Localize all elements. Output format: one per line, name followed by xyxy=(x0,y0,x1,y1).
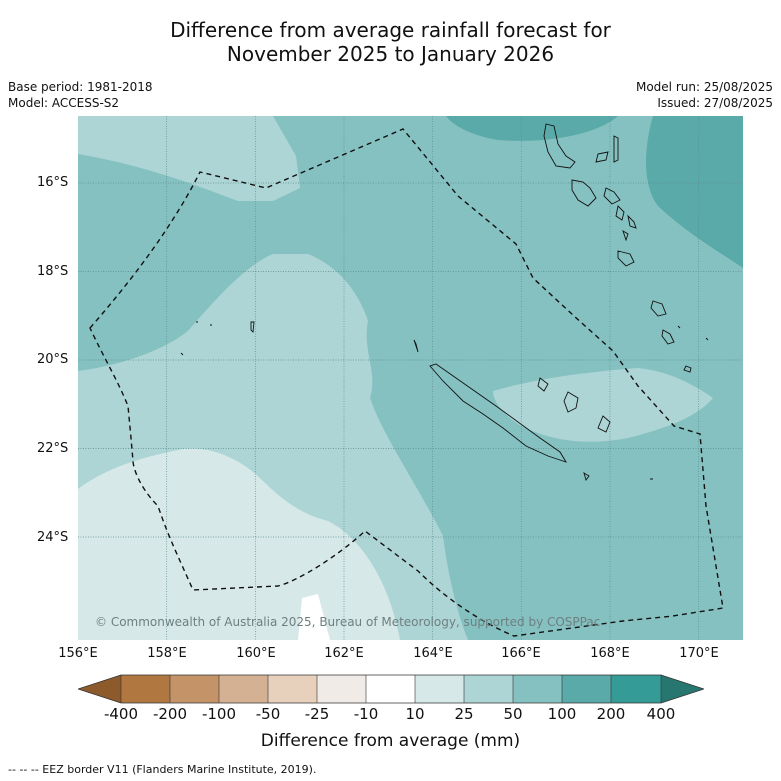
title-line-2: November 2025 to January 2026 xyxy=(226,42,555,66)
zone-10-25 xyxy=(78,448,400,640)
legend-tick-100: 100 xyxy=(547,705,577,723)
legend-tick-50: 50 xyxy=(503,705,523,723)
meta-left: Base period: 1981-2018 Model: ACCESS-S2 xyxy=(8,79,153,111)
lat-label-22s: 22°S xyxy=(37,441,69,456)
lon-label-160e: 160°E xyxy=(236,646,276,661)
legend-swatch-1 xyxy=(121,675,170,703)
zone-25-50-northwest xyxy=(78,116,300,201)
model-run: Model run: 25/08/2025 xyxy=(635,80,773,94)
legend-title: Difference from average (mm) xyxy=(260,731,521,751)
vanuatu-islands xyxy=(543,123,709,373)
issued-date: Issued: 27/08/2025 xyxy=(657,96,773,110)
legend-tick-minus-200: -200 xyxy=(152,705,188,723)
meta-right: Model run: 25/08/2025 Issued: 27/08/2025 xyxy=(636,79,773,111)
legend-swatch-7 xyxy=(415,675,464,703)
lon-label-158e: 158°E xyxy=(147,646,187,661)
copyright-notice: © Commonwealth of Australia 2025, Bureau… xyxy=(95,615,601,629)
legend-tick-25: 25 xyxy=(454,705,474,723)
legend-swatch-2 xyxy=(170,675,219,703)
graticule xyxy=(78,116,743,640)
eez-border xyxy=(89,128,724,637)
legend-swatch-3 xyxy=(219,675,268,703)
title-line-1: Difference from average rainfall forecas… xyxy=(170,18,611,42)
legend-tick-minus-100: -100 xyxy=(201,705,237,723)
legend-swatch-5 xyxy=(317,675,366,703)
lon-label-166e: 166°E xyxy=(501,646,541,661)
new-caledonia-island xyxy=(413,339,611,481)
lon-label-170e: 170°E xyxy=(679,646,719,661)
legend-tick-10: 10 xyxy=(405,705,425,723)
zone-neutral xyxy=(298,594,330,640)
legend-swatch-8 xyxy=(464,675,513,703)
lon-label-164e: 164°E xyxy=(413,646,453,661)
legend-swatch-4 xyxy=(268,675,317,703)
legend-tick-minus-50: -50 xyxy=(255,705,281,723)
legend-swatch-12 xyxy=(661,675,704,703)
chart-title: Difference from average rainfall forecas… xyxy=(0,18,781,66)
legend-swatch-0 xyxy=(78,675,121,703)
legend-tick-minus-400: -400 xyxy=(103,705,139,723)
lat-label-18s: 18°S xyxy=(37,264,69,279)
legend-swatch-6 xyxy=(366,675,415,703)
model-name: Model: ACCESS-S2 xyxy=(8,96,120,110)
zone-100-200-north xyxy=(446,116,618,141)
legend-tick-minus-10: -10 xyxy=(353,705,379,723)
map-canvas xyxy=(78,116,743,640)
lat-label-20s: 20°S xyxy=(37,352,69,367)
lon-label-156e: 156°E xyxy=(58,646,98,661)
legend-swatch-11 xyxy=(611,675,661,703)
lat-label-16s: 16°S xyxy=(37,175,69,190)
legend-swatch-10 xyxy=(562,675,611,703)
color-legend xyxy=(78,674,704,704)
legend-swatch-9 xyxy=(513,675,562,703)
small-islands xyxy=(180,321,653,480)
lat-label-24s: 24°S xyxy=(37,530,69,545)
legend-tick-400: 400 xyxy=(646,705,676,723)
rainfall-map xyxy=(78,116,743,640)
legend-tick-minus-25: -25 xyxy=(304,705,330,723)
zone-25-50-central xyxy=(493,368,713,442)
legend-tick-200: 200 xyxy=(596,705,626,723)
eez-note: -- -- -- EEZ border V11 (Flanders Marine… xyxy=(8,763,317,776)
zone-100-200-east xyxy=(646,116,743,268)
legend-dividers xyxy=(120,675,662,703)
base-period: Base period: 1981-2018 xyxy=(8,80,153,94)
lon-label-168e: 168°E xyxy=(590,646,630,661)
lon-label-162e: 162°E xyxy=(324,646,364,661)
